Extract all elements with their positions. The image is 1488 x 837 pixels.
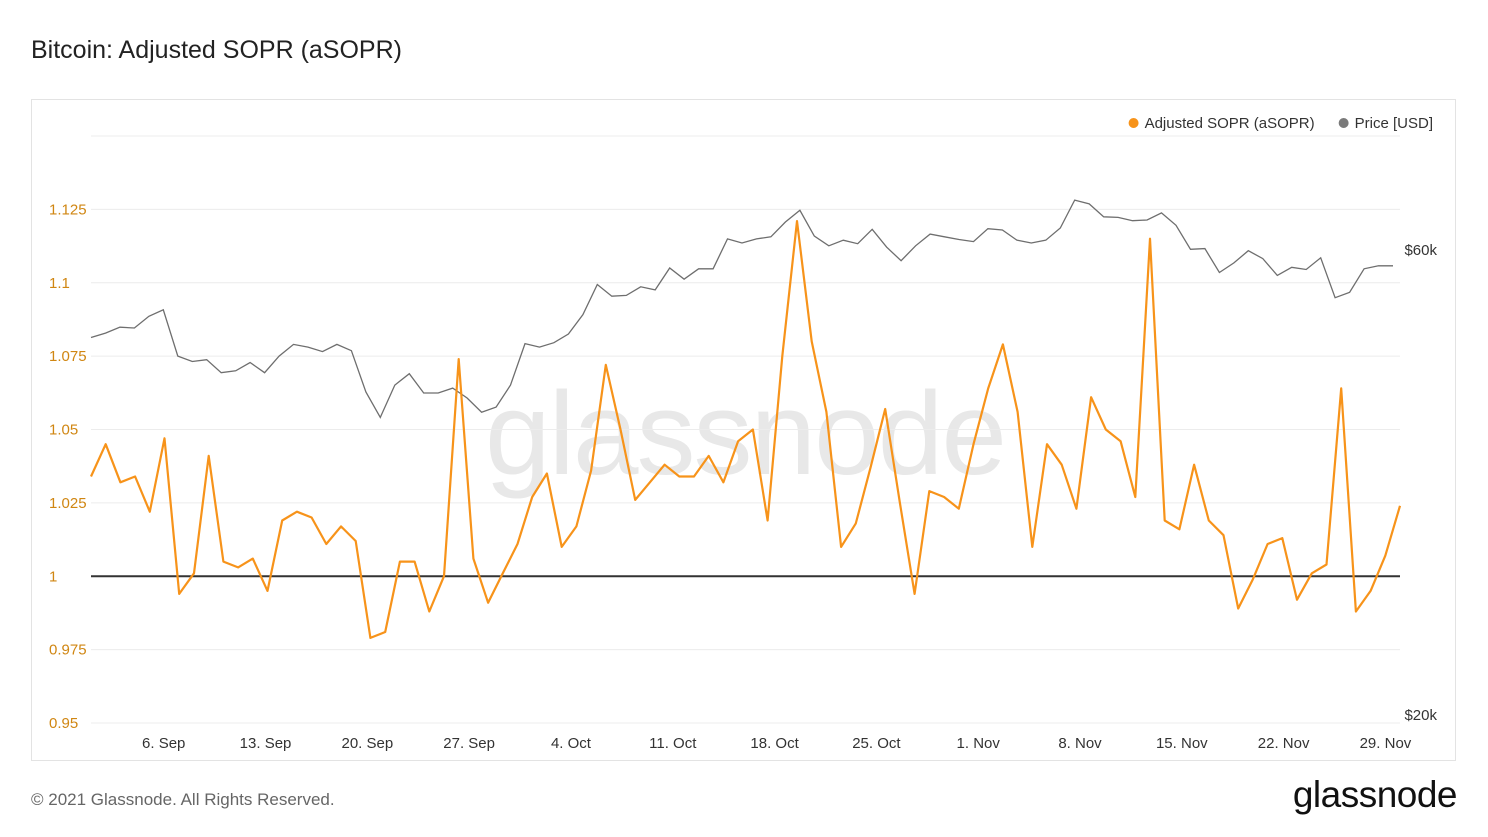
x-axis-tick-label: 1. Nov bbox=[957, 735, 1001, 752]
x-axis-tick-label: 20. Sep bbox=[341, 735, 393, 752]
x-axis-tick-label: 29. Nov bbox=[1360, 735, 1412, 752]
chart-frame bbox=[31, 99, 1456, 761]
watermark: glassnode bbox=[485, 368, 1007, 500]
legend-item-label: Adjusted SOPR (aSOPR) bbox=[1145, 115, 1315, 132]
x-axis-tick-label: 11. Oct bbox=[649, 735, 697, 752]
left-axis-tick-label: 0.975 bbox=[49, 642, 87, 659]
left-axis-tick-label: 1 bbox=[49, 568, 57, 585]
x-axis-tick-label: 8. Nov bbox=[1058, 735, 1102, 752]
x-axis-tick-label: 27. Sep bbox=[443, 735, 495, 752]
x-axis: 6. Sep 13. Sep 20. Sep 27. Sep 4. Oct 11. Oct… bbox=[142, 735, 1412, 752]
legend[interactable]: Price [USD] Adjusted SOPR (aSOPR) bbox=[1128, 115, 1433, 132]
left-axis-tick-label: 0.95 bbox=[49, 715, 78, 732]
x-axis-tick-label: 22. Nov bbox=[1258, 735, 1310, 752]
left-axis: 0.95 0.975 1 1.025 1.05 1.075 1.1 1.125 bbox=[49, 201, 87, 732]
left-axis-tick-label: 1.075 bbox=[49, 348, 87, 365]
page-title: Bitcoin: Adjusted SOPR (aSOPR) bbox=[31, 36, 402, 64]
right-axis: $20k $60k bbox=[1404, 242, 1437, 724]
copyright-text: © 2021 Glassnode. All Rights Reserved. bbox=[31, 790, 335, 809]
left-axis-tick-label: 1.125 bbox=[49, 201, 87, 218]
right-axis-tick-label: $60k bbox=[1404, 242, 1437, 259]
legend-item-label: Price [USD] bbox=[1355, 115, 1433, 132]
x-axis-tick-label: 4. Oct bbox=[551, 735, 592, 752]
x-axis-tick-label: 6. Sep bbox=[142, 735, 185, 752]
left-axis-tick-label: 1.025 bbox=[49, 495, 87, 512]
asopr-series-line[interactable] bbox=[89, 220, 1402, 639]
glassnode-logo[interactable]: glassnode bbox=[1292, 774, 1458, 815]
gridlines bbox=[91, 135, 1400, 724]
watermark-text: glassnode bbox=[485, 368, 1005, 500]
legend-marker-icon bbox=[1128, 118, 1139, 128]
right-axis-tick-label: $20k bbox=[1404, 707, 1437, 724]
left-axis-tick-label: 1.05 bbox=[49, 422, 78, 439]
left-axis-tick-label: 1.1 bbox=[49, 275, 70, 292]
x-axis-tick-label: 18. Oct bbox=[750, 735, 799, 752]
legend-marker-icon bbox=[1338, 118, 1349, 128]
x-axis-tick-label: 25. Oct bbox=[852, 735, 901, 752]
price-series-line[interactable] bbox=[90, 199, 1393, 419]
x-axis-tick-label: 13. Sep bbox=[240, 735, 292, 752]
x-axis-tick-label: 15. Nov bbox=[1156, 735, 1208, 752]
